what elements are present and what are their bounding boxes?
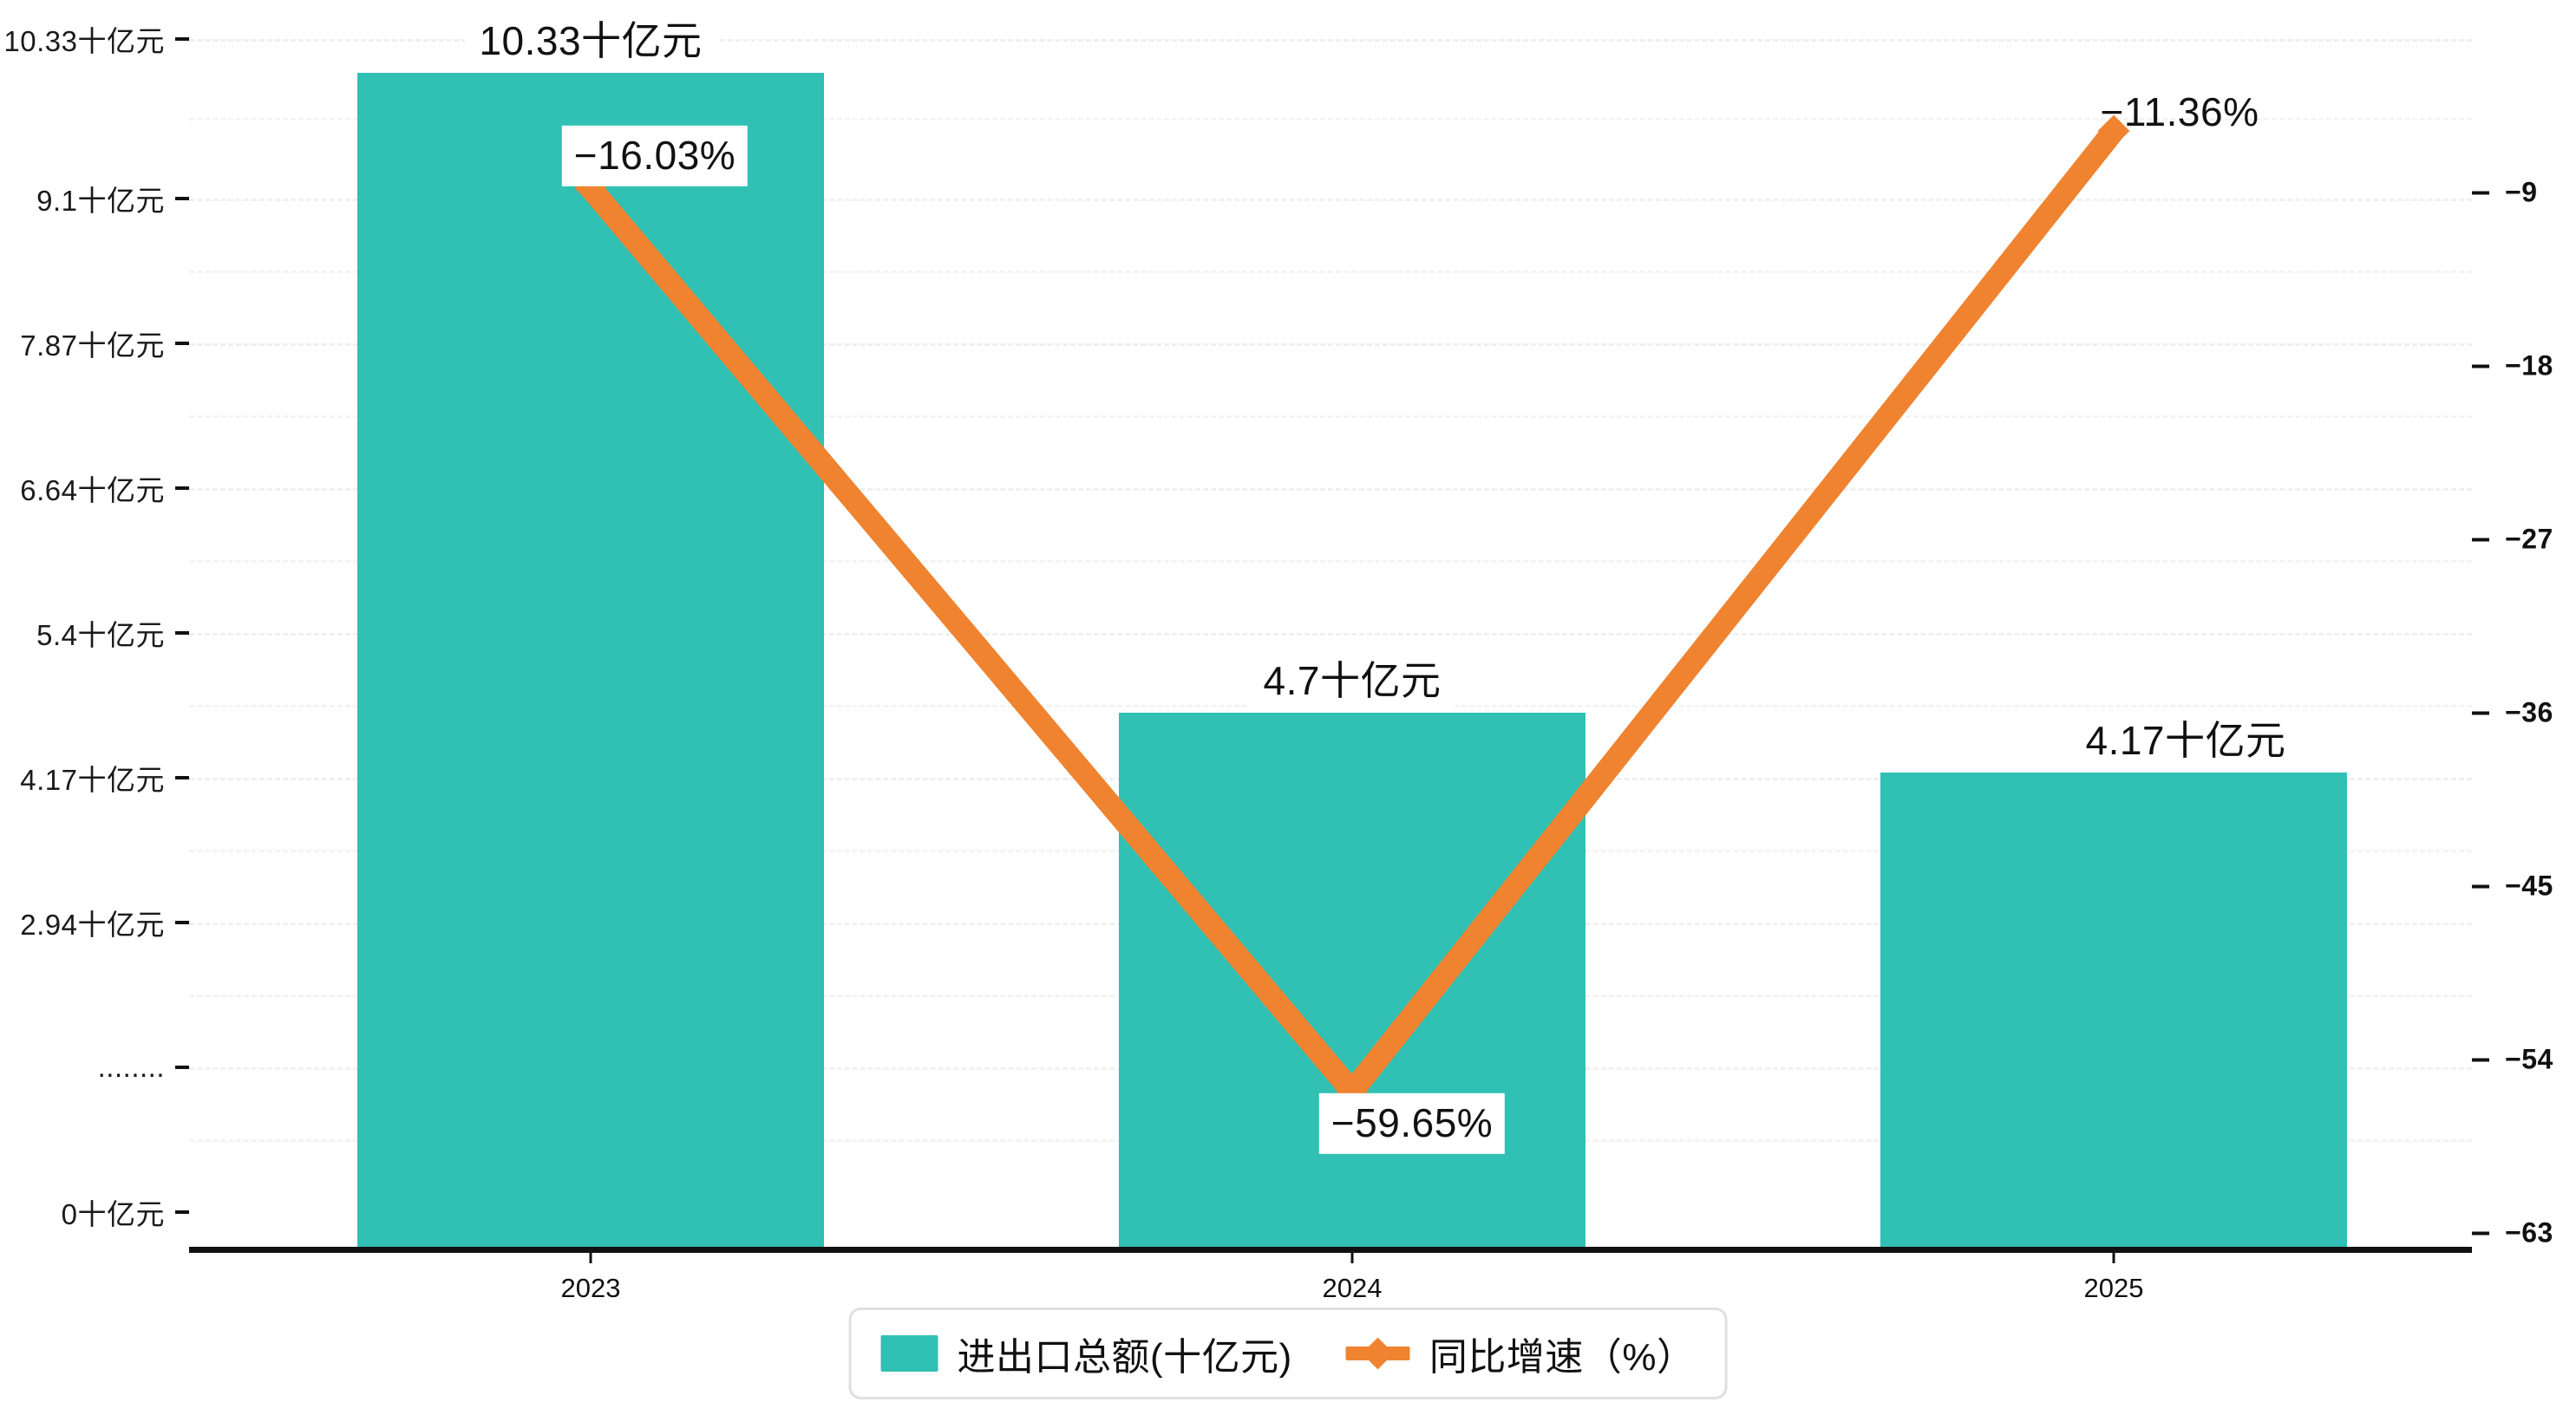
right-axis-tick-labels: −9 −18 −27 −36 −45 −54 −63: [2472, 35, 2576, 1249]
right-axis-tick-label: −9: [2505, 176, 2538, 208]
legend-label: 同比增速（%）: [1429, 1336, 1696, 1379]
bar-2023[interactable]: [357, 73, 824, 1247]
tick-dash-icon: [2472, 538, 2489, 541]
gridline: [189, 343, 2472, 346]
left-axis-tick-label: 6.64十亿元: [20, 474, 165, 506]
line-label-2025: −11.36%: [2100, 88, 2259, 134]
bar-2024[interactable]: [1119, 713, 1585, 1247]
left-axis-tick-label: 7.87十亿元: [20, 329, 165, 362]
legend-line-swatch-icon: [1345, 1335, 1410, 1372]
left-axis-tick-0: 0十亿元: [62, 1191, 189, 1233]
x-axis-label-2023: 2023: [560, 1273, 621, 1303]
gridline: [189, 118, 2472, 121]
right-axis-tick-0: −9: [2472, 177, 2537, 209]
tick-dash-icon: [2472, 191, 2489, 194]
left-axis-tick-label: 5.4十亿元: [36, 619, 165, 651]
gridline: [189, 415, 2472, 418]
left-axis-tick-1: ........: [98, 1051, 189, 1084]
right-axis-tick-label: −27: [2505, 523, 2553, 555]
tick-dash-icon: [175, 197, 189, 200]
gridline: [189, 560, 2472, 563]
right-axis-tick-label: −45: [2505, 870, 2553, 902]
tick-dash-icon: [2472, 884, 2489, 888]
x-axis-line: [189, 1247, 2472, 1253]
legend-item-import-export[interactable]: 进出口总额(十亿元): [880, 1326, 1292, 1381]
tick-dash-icon: [2472, 711, 2489, 714]
x-axis-label-2025: 2025: [2083, 1273, 2144, 1303]
gridline: [189, 271, 2472, 273]
tick-dash-icon: [175, 1210, 189, 1214]
bar-label-2023: 10.33十亿元: [465, 10, 716, 73]
tick-dash-icon: [2472, 364, 2489, 368]
left-axis-tick-label: 4.17十亿元: [20, 764, 165, 796]
left-axis-tick-labels: 0十亿元 ........ 2.94十亿元 4.17十亿元 5.4十亿元 6.6…: [0, 0, 189, 1230]
tick-dash-icon: [175, 776, 189, 779]
left-axis-tick-label: 9.1十亿元: [36, 185, 165, 217]
gridline: [189, 39, 2472, 42]
right-axis-tick-label: −54: [2505, 1043, 2553, 1075]
tick-dash-icon: [175, 631, 189, 635]
left-axis-tick-4: 5.4十亿元: [36, 612, 189, 654]
line-marker-2025: [2097, 114, 2130, 147]
bar-2025[interactable]: [1880, 773, 2347, 1247]
tick-dash-icon: [175, 486, 189, 490]
tick-dash-icon: [2472, 1058, 2489, 1061]
left-axis-tick-2: 2.94十亿元: [20, 902, 189, 943]
tick-dash-icon: [175, 342, 189, 345]
line-label-2023: −16.03%: [561, 125, 749, 187]
gridline: [189, 488, 2472, 491]
legend-bar-swatch-icon: [880, 1335, 938, 1372]
bar-label-2024: 4.7十亿元: [1249, 650, 1455, 713]
line-path: [579, 120, 2125, 1103]
bar-label-2025: 4.17十亿元: [2071, 710, 2300, 773]
plot-area: 10.33十亿元 4.7十亿元 4.17十亿元 −16.03% −59.65% …: [189, 10, 2472, 1303]
legend-item-growth-rate[interactable]: 同比增速（%）: [1345, 1326, 1696, 1381]
gridline: [189, 633, 2472, 636]
right-axis-tick-2: −27: [2472, 524, 2553, 556]
right-axis-tick-6: −63: [2472, 1217, 2553, 1249]
right-axis-tick-1: −18: [2472, 350, 2553, 382]
legend-diamond-marker-icon: [1362, 1337, 1395, 1370]
right-axis-tick-label: −18: [2505, 349, 2553, 381]
left-axis-tick-5: 6.64十亿元: [20, 467, 189, 509]
tick-dash-icon: [175, 37, 189, 41]
tick-dash-icon: [175, 1066, 189, 1069]
legend-label: 进出口总额(十亿元): [957, 1336, 1292, 1379]
line-series-growth-rate: [574, 114, 2130, 1108]
x-tick-2025: [2112, 1249, 2115, 1263]
x-tick-2024: [1350, 1249, 1354, 1263]
x-axis-label-2024: 2024: [1322, 1273, 1383, 1303]
left-axis-tick-label: 0十亿元: [61, 1198, 165, 1230]
tick-dash-icon: [2472, 1231, 2489, 1235]
left-axis-tick-label: 10.33十亿元: [3, 25, 165, 57]
left-axis-tick-6: 7.87十亿元: [20, 323, 189, 364]
chart-legend: 进出口总额(十亿元) 同比增速（%）: [848, 1307, 1728, 1399]
right-axis-tick-3: −36: [2472, 697, 2553, 729]
left-axis-tick-label: 2.94十亿元: [20, 909, 165, 941]
right-axis-tick-label: −63: [2505, 1216, 2553, 1249]
left-axis-tick-3: 4.17十亿元: [20, 757, 189, 799]
left-axis-tick-7: 9.1十亿元: [36, 178, 189, 219]
right-axis-tick-5: −54: [2472, 1044, 2553, 1076]
gridline: [189, 199, 2472, 201]
x-tick-2023: [589, 1249, 592, 1263]
tick-dash-icon: [175, 921, 189, 924]
right-axis-tick-label: −36: [2505, 696, 2553, 728]
right-axis-tick-4: −45: [2472, 871, 2553, 903]
left-axis-tick-label: ........: [97, 1051, 165, 1083]
line-label-2024: −59.65%: [1318, 1092, 1506, 1155]
left-axis-tick-8: 10.33十亿元: [3, 18, 189, 60]
